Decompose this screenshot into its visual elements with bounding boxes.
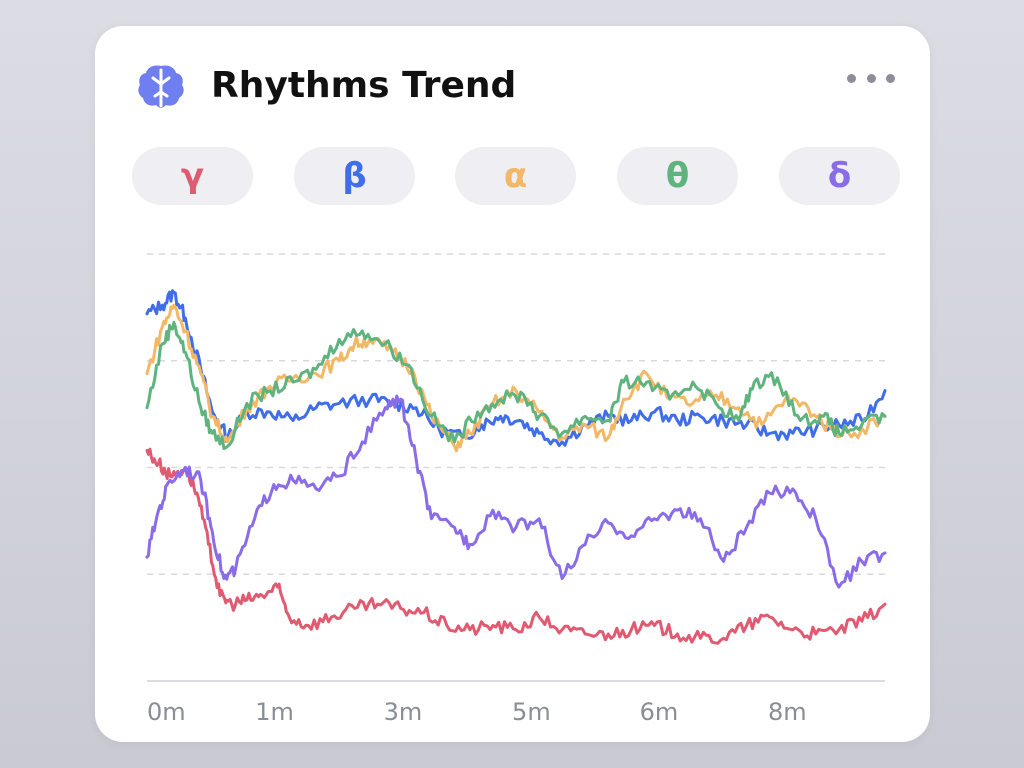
rhythms-line-chart: 0m 1m 3m 5m 6m 8m xyxy=(145,253,887,726)
more-options-button[interactable] xyxy=(847,66,895,90)
x-tick-label: 1m xyxy=(255,698,294,726)
rhythms-trend-card: Rhythms Trend γ β α θ δ 0m 1m 3m 5m 6m 8m xyxy=(95,26,930,742)
series-line-α xyxy=(145,303,887,453)
chip-delta-label: δ xyxy=(827,156,852,196)
brain-icon xyxy=(138,65,184,108)
card-title: Rhythms Trend xyxy=(211,65,517,106)
more-dot-icon xyxy=(866,73,876,83)
x-tick-label: 5m xyxy=(512,698,551,726)
chip-theta-label: θ xyxy=(665,156,690,196)
x-tick-label: 6m xyxy=(640,698,679,726)
series-line-γ xyxy=(145,447,887,645)
chip-theta[interactable]: θ xyxy=(617,147,738,205)
chip-delta[interactable]: δ xyxy=(779,147,900,205)
chip-alpha-label: α xyxy=(503,156,528,196)
chip-beta-label: β xyxy=(342,156,367,196)
x-tick-label: 3m xyxy=(384,698,423,726)
chip-beta[interactable]: β xyxy=(294,147,415,205)
series-line-δ xyxy=(145,394,887,589)
more-dot-icon xyxy=(886,73,895,83)
series-line-β xyxy=(145,289,887,448)
x-tick-label: 8m xyxy=(768,698,807,726)
series-line-θ xyxy=(145,320,887,451)
more-dot-icon xyxy=(847,73,856,83)
x-tick-label: 0m xyxy=(147,698,186,726)
chip-gamma[interactable]: γ xyxy=(132,147,253,205)
chip-gamma-label: γ xyxy=(180,156,205,196)
chip-alpha[interactable]: α xyxy=(455,147,576,205)
